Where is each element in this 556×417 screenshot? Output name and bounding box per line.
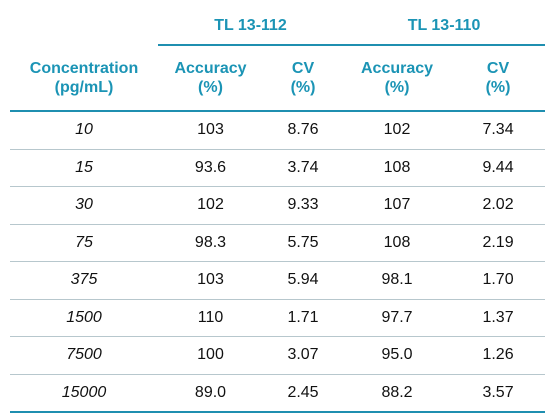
table-body: 10 103 8.76 102 7.34 15 93.6 3.74 108 9.… (10, 111, 546, 413)
column-header-unit: (%) (198, 79, 223, 96)
column-header-unit: (%) (485, 79, 511, 96)
accuracy-cell: 108 (343, 224, 452, 262)
accuracy-cell: 107 (343, 186, 452, 225)
cv-cell: 3.07 (263, 336, 344, 375)
cv-cell: 3.57 (451, 374, 546, 413)
accuracy-cell: 88.2 (343, 374, 452, 413)
column-header-unit: (%) (290, 79, 316, 96)
cv-cell: 2.45 (263, 374, 344, 413)
concentration-cell: 30 (10, 186, 158, 225)
concentration-cell: 15000 (10, 374, 158, 413)
column-header-label: CV (486, 60, 510, 77)
table-row: 10 103 8.76 102 7.34 (10, 111, 546, 150)
accuracy-cell: 103 (158, 261, 263, 300)
column-header-unit: (pg/mL) (54, 78, 114, 96)
accuracy-cell: 95.0 (343, 336, 452, 375)
cv-cell: 1.26 (451, 336, 546, 375)
concentration-cell: 75 (10, 224, 158, 262)
column-header-accuracy-2: Accuracy (%) (343, 45, 452, 112)
cv-cell: 1.71 (263, 299, 344, 337)
column-header-row: Concentration (pg/mL) Accuracy (%) CV (%… (10, 45, 546, 112)
cv-cell: 1.37 (451, 299, 546, 337)
accuracy-cell: 97.7 (343, 299, 452, 337)
table-row: 75 98.3 5.75 108 2.19 (10, 224, 546, 262)
accuracy-cell: 89.0 (158, 374, 263, 413)
cv-cell: 2.19 (451, 224, 546, 262)
group-header-row: TL 13-112 TL 13-110 (10, 6, 546, 46)
cv-cell: 5.75 (263, 224, 344, 262)
table-row: 375 103 5.94 98.1 1.70 (10, 261, 546, 300)
concentration-cell: 7500 (10, 336, 158, 375)
column-header-cv-2: CV (%) (451, 45, 546, 112)
accuracy-cell: 98.3 (158, 224, 263, 262)
group-header-tl-13-110: TL 13-110 (343, 6, 546, 46)
table-header: TL 13-112 TL 13-110 Concentration (pg/mL… (10, 6, 546, 112)
table-row: 15 93.6 3.74 108 9.44 (10, 149, 546, 187)
table-row: 15000 89.0 2.45 88.2 3.57 (10, 374, 546, 413)
accuracy-cell: 108 (343, 149, 452, 187)
cv-cell: 8.76 (263, 111, 344, 150)
concentration-cell: 10 (10, 111, 158, 150)
table-row: 30 102 9.33 107 2.02 (10, 186, 546, 225)
column-header-label: Accuracy (174, 60, 247, 77)
group-header-blank (10, 6, 158, 45)
column-header-label: CV (291, 60, 315, 77)
accuracy-cv-table: TL 13-112 TL 13-110 Concentration (pg/mL… (10, 6, 546, 413)
table-row: 1500 110 1.71 97.7 1.37 (10, 299, 546, 337)
concentration-cell: 15 (10, 149, 158, 187)
accuracy-cell: 110 (158, 299, 263, 337)
cv-cell: 3.74 (263, 149, 344, 187)
column-header-label: Accuracy (360, 60, 434, 77)
accuracy-cell: 98.1 (343, 261, 452, 300)
group-header-tl-13-112: TL 13-112 (158, 6, 344, 46)
cv-cell: 7.34 (451, 111, 546, 150)
accuracy-cell: 103 (158, 111, 263, 150)
accuracy-cell: 93.6 (158, 149, 263, 187)
column-header-concentration: Concentration (pg/mL) (10, 45, 158, 112)
cv-cell: 2.02 (451, 186, 546, 225)
cv-cell: 9.44 (451, 149, 546, 187)
concentration-cell: 375 (10, 261, 158, 300)
cv-cell: 5.94 (263, 261, 344, 300)
concentration-cell: 1500 (10, 299, 158, 337)
cv-cell: 1.70 (451, 261, 546, 300)
accuracy-cell: 100 (158, 336, 263, 375)
column-header-unit: (%) (384, 79, 410, 96)
accuracy-cell: 102 (343, 111, 452, 150)
accuracy-cell: 102 (158, 186, 263, 225)
table-row: 7500 100 3.07 95.0 1.26 (10, 336, 546, 375)
column-header-accuracy-1: Accuracy (%) (158, 45, 263, 112)
cv-cell: 9.33 (263, 186, 344, 225)
column-header-cv-1: CV (%) (263, 45, 344, 112)
column-header-label: Concentration (29, 59, 139, 77)
